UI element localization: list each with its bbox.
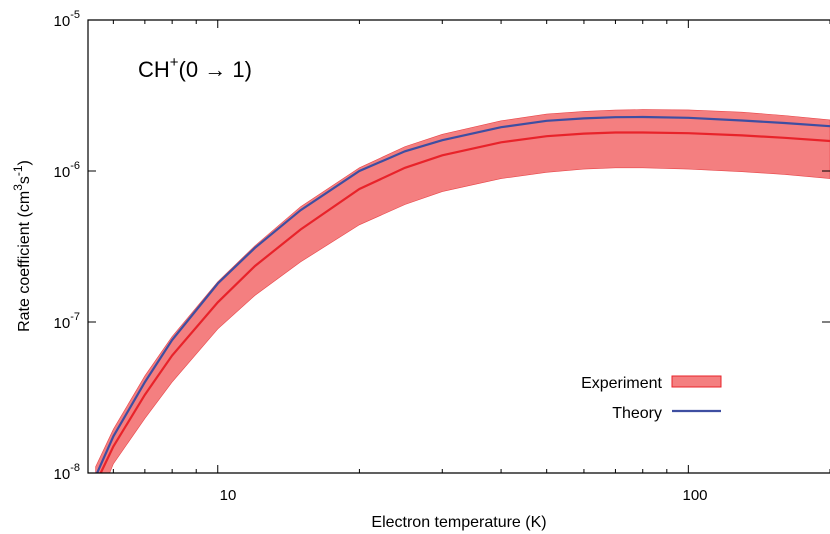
experiment-line — [99, 131, 830, 473]
x-axis-label: Electron temperature (K) — [371, 514, 546, 531]
y-axis-label: Rate coefficient (cm3s-1) — [11, 160, 33, 332]
plot-area — [95, 109, 830, 473]
legend-swatch-experiment — [671, 375, 722, 388]
legend-label-experiment: Experiment — [581, 375, 662, 392]
axis-ticks — [88, 19, 830, 474]
y-tick-label-1e-8: 10-8 — [54, 462, 80, 483]
annotation-label: CH+(0 → 1) — [138, 54, 252, 82]
experiment-band — [95, 109, 830, 473]
legend-label-theory: Theory — [612, 405, 662, 422]
theory-line — [95, 115, 830, 473]
y-tick-label-1e-6: 10-6 — [54, 160, 80, 181]
legend: Experiment Theory — [581, 375, 722, 422]
y-tick-label-1e-5: 10-5 — [54, 9, 80, 30]
plot-frame — [87, 19, 830, 474]
y-tick-label-1e-7: 10-7 — [54, 311, 80, 332]
x-tick-label-100: 100 — [682, 487, 707, 504]
x-tick-label-10: 10 — [220, 487, 237, 504]
